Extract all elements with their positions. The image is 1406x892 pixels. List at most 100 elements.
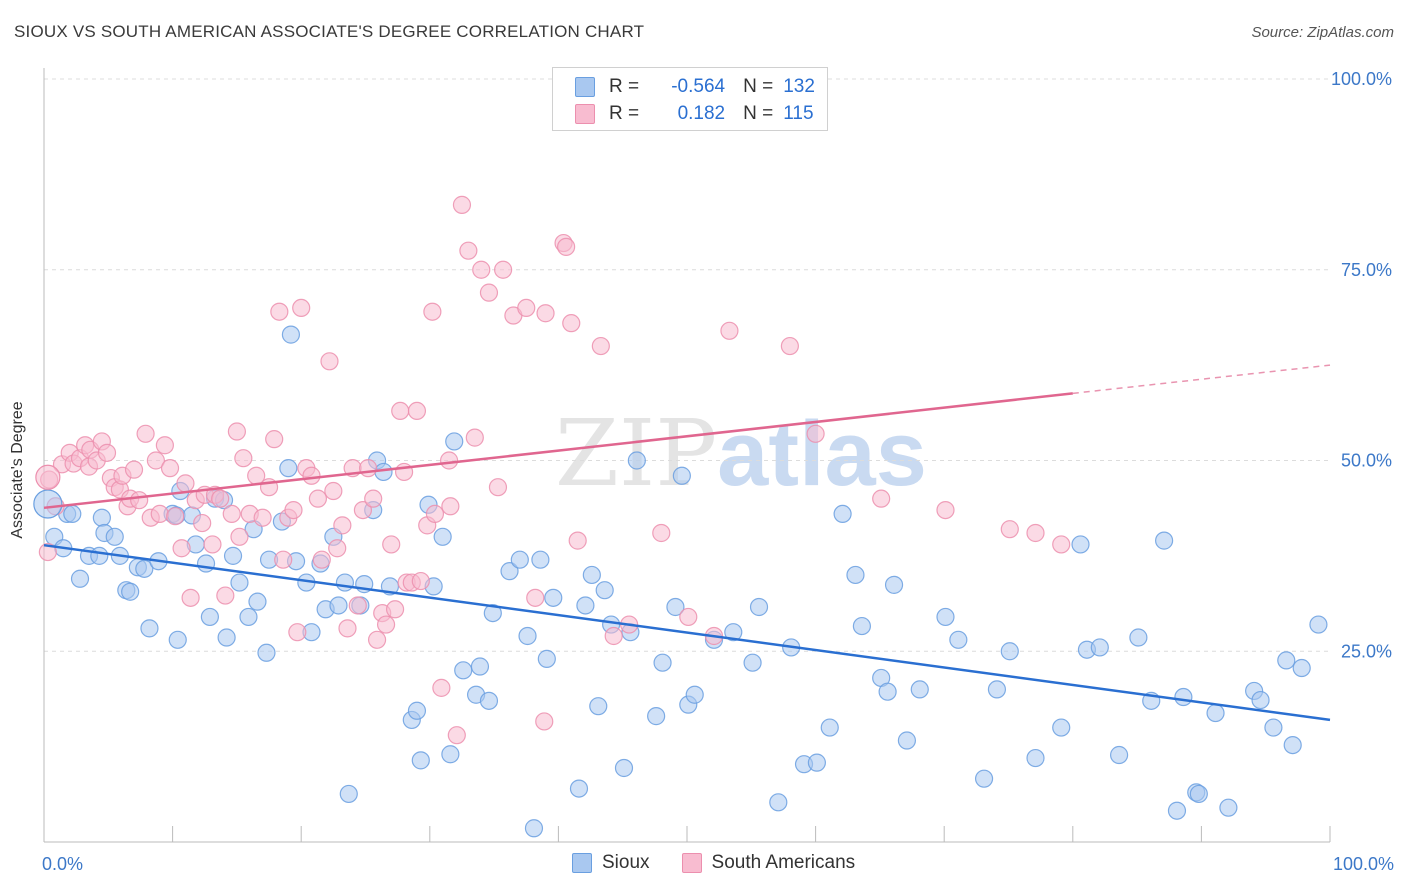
point-sioux-72 xyxy=(544,588,563,607)
point-sioux-76 xyxy=(589,697,608,716)
point-sioux-126 xyxy=(1251,690,1270,710)
point-south-americans-96 xyxy=(536,304,555,323)
point-sioux-87 xyxy=(685,685,704,704)
point-south-americans-70 xyxy=(382,535,401,554)
point-south-americans-28 xyxy=(172,539,191,558)
point-sioux-70 xyxy=(531,550,550,569)
point-south-americans-81 xyxy=(432,678,451,697)
point-south-americans-24 xyxy=(150,504,169,524)
point-sioux-114 xyxy=(1090,638,1109,657)
point-sioux-79 xyxy=(614,758,634,778)
point-sioux-14 xyxy=(135,559,154,578)
point-south-americans-72 xyxy=(391,401,410,421)
point-sioux-77 xyxy=(595,581,614,600)
point-sioux-97 xyxy=(833,504,852,524)
y-tick-label-75: 75.0% xyxy=(1341,260,1392,280)
point-south-americans-94 xyxy=(526,588,545,607)
series-legend: Sioux South Americans xyxy=(572,852,887,874)
point-south-americans-114 xyxy=(1052,535,1071,554)
point-south-americans-23 xyxy=(146,451,165,470)
point-sioux-92 xyxy=(769,793,788,812)
point-sioux-3 xyxy=(63,504,82,524)
point-sioux-108 xyxy=(987,680,1007,699)
point-south-americans-83 xyxy=(441,497,460,516)
point-sioux-73 xyxy=(569,779,589,798)
point-south-americans-21 xyxy=(136,424,155,443)
point-south-americans-57 xyxy=(320,352,339,371)
trendline-sioux xyxy=(43,543,1331,722)
legend-row-south-americans: R = 0.182 N = 115 xyxy=(575,102,814,126)
point-south-americans-112 xyxy=(1000,520,1019,539)
point-sioux-29 xyxy=(230,573,249,592)
point-sioux-27 xyxy=(217,628,236,647)
point-sioux-30 xyxy=(239,607,258,627)
point-sioux-large xyxy=(33,489,63,519)
point-south-americans-36 xyxy=(211,489,230,508)
point-sioux-106 xyxy=(949,630,968,649)
point-sioux-129 xyxy=(1309,615,1328,634)
point-south-americans-40 xyxy=(230,527,249,546)
point-south-americans-88 xyxy=(472,260,491,279)
point-sioux-128 xyxy=(1277,651,1296,670)
point-sioux-90 xyxy=(743,653,762,672)
point-sioux-105 xyxy=(936,607,955,627)
point-sioux-66 xyxy=(500,562,519,581)
point-sioux-116 xyxy=(1129,628,1148,647)
point-sioux-28 xyxy=(223,546,243,565)
point-sioux-9 xyxy=(105,527,124,546)
point-sioux-32 xyxy=(248,592,267,611)
point-south-americans-32 xyxy=(193,513,212,533)
point-sioux-12 xyxy=(121,582,140,601)
point-sioux-15 xyxy=(140,619,159,638)
point-sioux-44 xyxy=(329,596,348,615)
point-sioux-58 xyxy=(433,527,452,546)
point-sioux-96 xyxy=(820,718,839,737)
point-south-americans-76 xyxy=(407,401,427,421)
point-south-americans-55 xyxy=(308,489,328,508)
point-sioux-119 xyxy=(1167,801,1187,820)
point-south-americans-90 xyxy=(488,478,508,497)
legend-n-value-sioux: 132 xyxy=(783,76,815,97)
legend-r-label-sioux: R = xyxy=(609,76,640,97)
x-tick-label-right: 100.0% xyxy=(1333,854,1394,874)
point-sioux-55 xyxy=(411,751,430,770)
point-south-americans-41 xyxy=(234,449,253,468)
point-sioux-71 xyxy=(537,649,556,668)
point-south-americans-69 xyxy=(376,615,396,634)
point-south-americans-34 xyxy=(203,535,222,554)
point-sioux-123 xyxy=(1206,703,1225,723)
point-sioux-112 xyxy=(1071,535,1090,554)
point-sioux-118 xyxy=(1155,531,1174,550)
chart-source: Source: ZipAtlas.com xyxy=(1251,24,1394,41)
point-south-americans-104 xyxy=(652,523,671,543)
point-sioux-36 xyxy=(279,459,298,478)
y-axis-label: Associate's Degree xyxy=(9,401,26,539)
point-sioux-98 xyxy=(846,565,865,585)
point-sioux-115 xyxy=(1109,745,1129,765)
point-sioux-85 xyxy=(672,466,691,485)
point-south-americans-86 xyxy=(459,241,478,260)
point-south-americans-0 xyxy=(38,542,57,562)
point-south-americans-110 xyxy=(872,489,891,508)
point-south-americans-71 xyxy=(385,600,405,619)
point-south-americans-79 xyxy=(423,302,442,321)
point-south-americans-47 xyxy=(270,302,289,321)
point-south-americans-large xyxy=(35,464,61,490)
point-south-americans-38 xyxy=(222,504,241,524)
point-sioux-75 xyxy=(582,565,601,585)
point-south-americans-58 xyxy=(324,481,343,501)
legend-r-label-south-americans: R = xyxy=(609,103,640,124)
point-south-americans-108 xyxy=(780,336,799,356)
point-sioux-127 xyxy=(1264,718,1283,737)
point-south-americans-46 xyxy=(265,430,284,449)
x-tick-label-left: 0.0% xyxy=(42,854,83,874)
trendline-south-americans-extension xyxy=(1072,364,1331,395)
point-south-americans-52 xyxy=(292,298,311,317)
point-sioux-91 xyxy=(749,597,769,617)
legend-swatch-south-americans xyxy=(575,104,595,124)
point-sioux-46 xyxy=(339,784,358,804)
point-south-americans-67 xyxy=(367,630,387,649)
point-south-americans-113 xyxy=(1026,523,1045,543)
point-sioux-6 xyxy=(90,546,109,565)
point-sioux-110 xyxy=(1026,748,1045,768)
